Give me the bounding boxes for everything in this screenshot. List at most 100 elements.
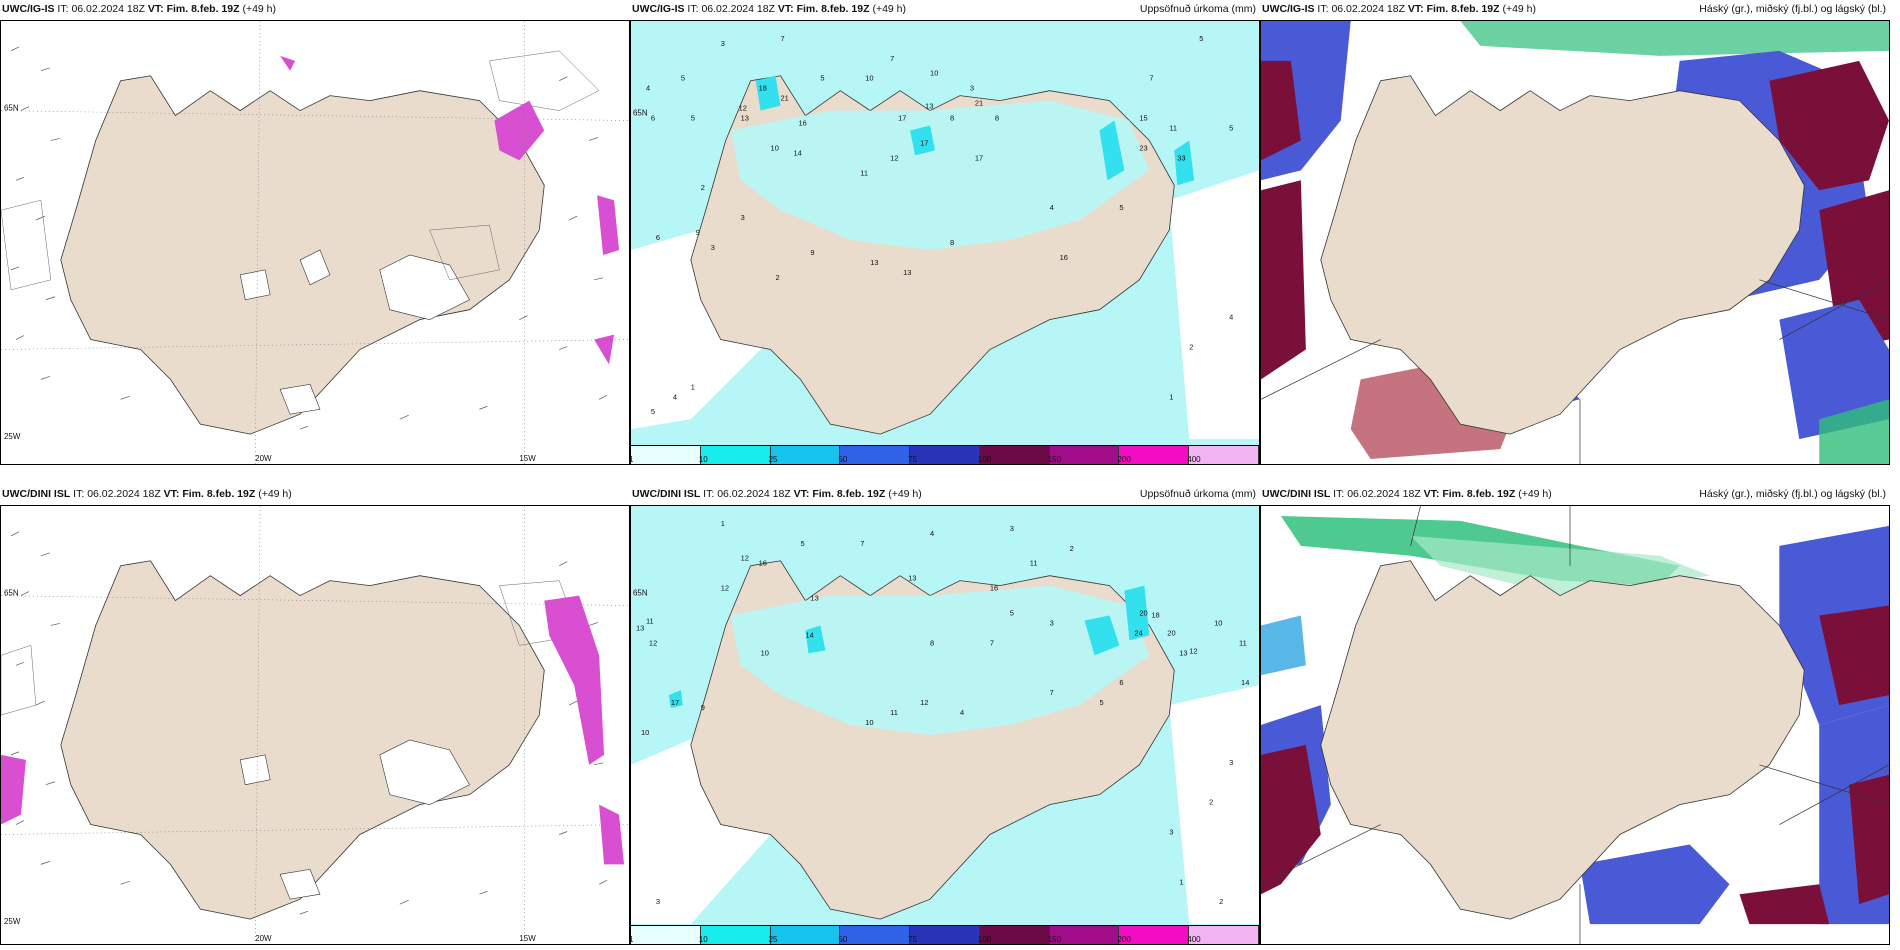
value-label: 20	[1167, 628, 1175, 637]
value-label: 8	[930, 638, 934, 647]
value-label: 8	[950, 238, 954, 247]
value-label: 17	[671, 698, 679, 707]
lat-tick: 65N	[4, 104, 19, 113]
colorbar-segment: 75	[908, 926, 980, 944]
map-area[interactable]: 20W 15W 65N 25W	[0, 20, 630, 465]
colorbar-segment: 100	[978, 446, 1050, 464]
precip-over-land	[730, 100, 1150, 250]
value-label: 10	[771, 143, 779, 152]
lat-tick: 65N	[633, 109, 648, 118]
value-label: 6	[1119, 678, 1123, 687]
iceland-land	[1320, 75, 1805, 435]
value-label: 9	[810, 248, 814, 257]
value-label: 33	[1177, 153, 1185, 162]
value-label: 10	[641, 728, 649, 737]
value-label: 11	[860, 168, 868, 177]
value-label: 14	[805, 630, 813, 639]
value-label: 13	[903, 268, 911, 277]
value-label: 5	[800, 539, 804, 548]
map-area[interactable]	[1260, 20, 1890, 465]
value-label: 5	[651, 407, 655, 416]
panel-header: UWC/DINI ISL IT: 06.02.2024 18Z VT: Fim.…	[2, 488, 292, 500]
map-area[interactable]: 20W 15W 65N 25W	[0, 505, 630, 945]
lat-tick: 65N	[4, 589, 19, 598]
value-label: 16	[1060, 253, 1068, 262]
snow-pink	[280, 55, 620, 365]
cloud-map	[1261, 21, 1889, 464]
colorbar-segment: 10	[699, 926, 771, 944]
value-label: 13	[908, 574, 916, 583]
value-label: 12	[649, 638, 657, 647]
panel-clouds-ig: UWC/IG-IS IT: 06.02.2024 18Z VT: Fim. 8.…	[1260, 0, 1890, 465]
value-label: 21	[975, 99, 983, 108]
hatched-zones	[1, 50, 600, 291]
colorbar: 1 10 25 50 75 100 150 200 400	[631, 925, 1259, 944]
border-lines	[1261, 279, 1889, 464]
panel-header: UWC/IG-IS IT: 06.02.2024 18Z VT: Fim. 8.…	[2, 3, 277, 15]
value-label: 16	[990, 584, 998, 593]
value-label: 3	[656, 897, 660, 906]
value-label: 17	[975, 153, 983, 162]
value-label: 13	[925, 102, 933, 111]
iceland-land	[1320, 560, 1805, 920]
value-label: 2	[1189, 343, 1193, 352]
colorbar-segment: 1	[631, 926, 701, 944]
colorbar-segment: 400	[1187, 446, 1259, 464]
value-label: 24	[1134, 628, 1142, 637]
map-area[interactable]: 3 7 5 10 7 10 3 5 6 8 18 12 13 21 16 13 …	[630, 20, 1260, 465]
value-label: 2	[1209, 798, 1213, 807]
wind-map: 20W 15W 65N 25W	[1, 21, 629, 464]
value-label: 3	[1169, 828, 1173, 837]
lon-tick: 15W	[519, 934, 536, 943]
value-label: 11	[646, 616, 654, 625]
value-label: 1	[1169, 392, 1173, 401]
value-label: 7	[1050, 688, 1054, 697]
value-label: 17	[898, 114, 906, 123]
value-label: 4	[960, 708, 964, 717]
colorbar-segment: 150	[1048, 926, 1120, 944]
panel-header: UWC/DINI ISL IT: 06.02.2024 18Z VT: Fim.…	[632, 488, 922, 500]
value-label: 13	[810, 594, 818, 603]
value-label: 5	[820, 74, 824, 83]
lat-tick: 65N	[633, 589, 648, 598]
value-label: 8	[950, 114, 954, 123]
value-label: 11	[890, 708, 898, 717]
colorbar-segment: 25	[769, 926, 841, 944]
lon-tick: 20W	[255, 934, 272, 943]
panel-wind-dini: UWC/DINI ISL IT: 06.02.2024 18Z VT: Fim.…	[0, 485, 630, 945]
iceland-land	[60, 75, 545, 435]
cloud-map	[1261, 506, 1889, 944]
value-label: 11	[1030, 559, 1038, 568]
panel-title-right: Uppsöfnuð úrkoma (mm)	[1139, 3, 1256, 15]
glacier-white	[239, 739, 470, 900]
value-label: 16	[759, 559, 767, 568]
colorbar-segment: 75	[908, 446, 980, 464]
value-label: 6	[656, 233, 660, 242]
value-label: 13	[1179, 648, 1187, 657]
map-area[interactable]	[1260, 505, 1890, 945]
lon-tick: 20W	[255, 454, 272, 463]
value-label: 5	[1119, 203, 1123, 212]
value-label: 12	[920, 698, 928, 707]
value-label: 21	[781, 94, 789, 103]
value-label: 11	[1169, 124, 1177, 133]
value-label: 1	[691, 382, 695, 391]
snow-pink	[1, 595, 625, 865]
value-label: 3	[721, 39, 725, 48]
precip-map: 1 5 7 4 3 2 12 16 13 12 14 10 13 11 12 1…	[631, 506, 1259, 944]
map-area[interactable]: 1 5 7 4 3 2 12 16 13 12 14 10 13 11 12 1…	[630, 505, 1260, 945]
value-label: 7	[890, 54, 894, 63]
border-lines	[1261, 506, 1889, 944]
value-label: 2	[776, 273, 780, 282]
panel-clouds-dini: UWC/DINI ISL IT: 06.02.2024 18Z VT: Fim.…	[1260, 485, 1890, 945]
value-label: 13	[741, 114, 749, 123]
panel-header: UWC/DINI ISL IT: 06.02.2024 18Z VT: Fim.…	[1262, 488, 1552, 500]
value-label: 5	[1199, 34, 1203, 43]
value-label: 9	[696, 228, 700, 237]
value-label: 3	[1010, 524, 1014, 533]
lat-tick: 25W	[4, 432, 21, 441]
iceland-land	[60, 560, 545, 920]
colorbar-segment: 200	[1117, 446, 1190, 464]
value-label: 5	[1010, 609, 1014, 618]
glacier-white	[239, 249, 470, 415]
